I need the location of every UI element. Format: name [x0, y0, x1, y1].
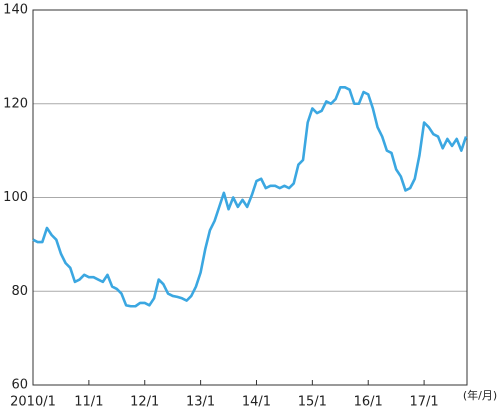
x-tick-label: 11/1 — [74, 395, 103, 410]
x-tick-label: 15/1 — [298, 395, 327, 410]
data-line — [32, 86, 468, 308]
x-tick-label: 16/1 — [354, 395, 383, 410]
y-tick-label: 80 — [11, 284, 28, 299]
x-tick-label: 12/1 — [130, 395, 159, 410]
y-tick-label: 140 — [3, 3, 28, 18]
plot-frame — [32, 9, 468, 386]
x-tick-label: 14/1 — [242, 395, 271, 410]
x-axis-label: (年/月) — [463, 388, 497, 402]
x-tick-label: 2010/1 — [10, 395, 56, 410]
x-tick-label: 13/1 — [186, 395, 215, 410]
y-tick-label: 60 — [11, 378, 28, 393]
x-tick-label: 17/1 — [409, 395, 438, 410]
y-tick-label: 120 — [3, 96, 28, 111]
y-tick-label: 100 — [3, 190, 28, 205]
